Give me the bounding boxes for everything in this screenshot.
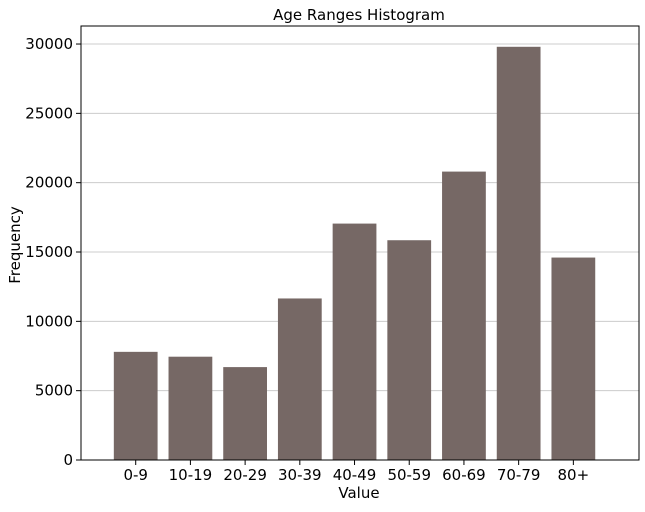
x-tick-label: 50-59 <box>387 466 431 484</box>
y-tick-label: 5000 <box>35 382 73 400</box>
chart-title: Age Ranges Histogram <box>273 6 445 24</box>
bar-70-79 <box>496 46 541 461</box>
x-tick-label: 0-9 <box>123 466 148 484</box>
bar-series <box>113 46 596 461</box>
x-tick-label: 40-49 <box>333 466 377 484</box>
x-axis-ticks: 0-9 10-19 20-29 30-39 40-49 50-59 60-69 70-79 80… <box>123 460 589 484</box>
plot-area-frame <box>80 25 640 461</box>
x-tick-label: 20-29 <box>223 466 267 484</box>
y-tick-label: 10000 <box>25 312 73 330</box>
bar-30-39 <box>277 298 322 460</box>
y-tick-label: 20000 <box>25 174 73 192</box>
x-axis-label: Value <box>338 484 379 502</box>
bar-0-9 <box>113 351 158 460</box>
bar-50-59 <box>387 240 432 460</box>
bar-40-49 <box>332 223 377 460</box>
bar-20-29 <box>223 367 267 460</box>
y-tick-label: 0 <box>63 451 73 469</box>
y-tick-label: 30000 <box>25 35 73 53</box>
y-tick-label: 15000 <box>25 243 73 261</box>
y-axis-label: Frequency <box>6 206 24 284</box>
x-tick-label: 70-79 <box>497 466 541 484</box>
y-axis-ticks: 0 5000 10000 15000 20000 25000 30000 <box>25 35 81 469</box>
x-tick-label: 30-39 <box>278 466 322 484</box>
bar-60-69 <box>442 171 486 460</box>
y-tick-label: 25000 <box>25 104 73 122</box>
x-tick-label: 10-19 <box>169 466 213 484</box>
bar-80+ <box>551 257 596 460</box>
x-tick-label: 80+ <box>558 466 590 484</box>
bar-10-19 <box>168 356 213 460</box>
x-tick-label: 60-69 <box>442 466 486 484</box>
